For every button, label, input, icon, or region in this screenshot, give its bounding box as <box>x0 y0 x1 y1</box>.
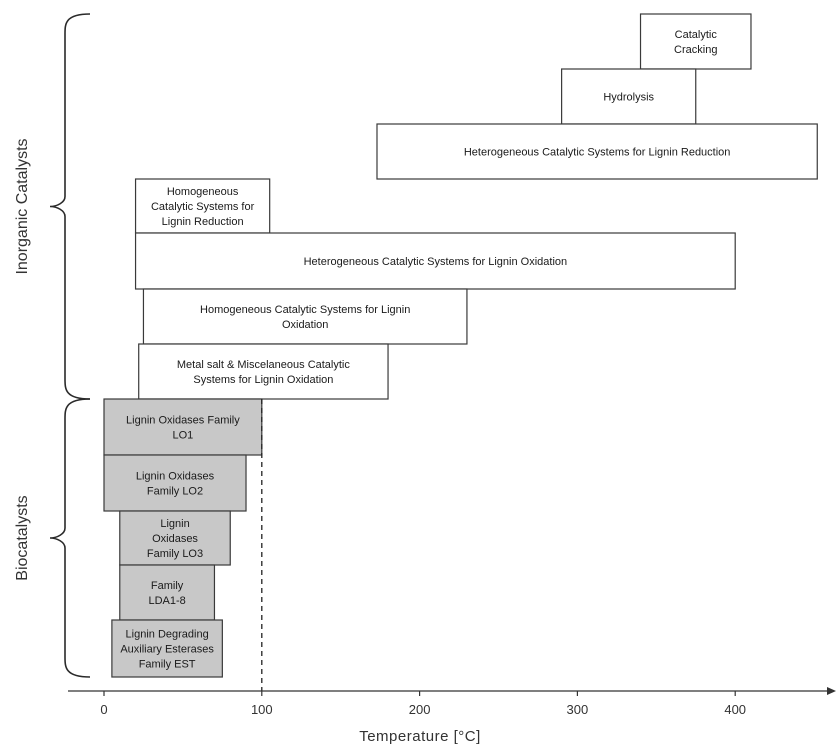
x-axis-ticks: 0 100 200 300 400 <box>100 691 746 717</box>
range-bar-rect <box>376 123 818 180</box>
range-bar-label-line: Heterogeneous Catalytic Systems for Lign… <box>464 147 731 159</box>
range-bar: Lignin Oxidases Family LO3 <box>119 510 231 566</box>
range-bar-label-line: Family <box>151 580 184 592</box>
range-bar-label: Heterogeneous Catalytic Systems for Lign… <box>304 256 568 268</box>
range-bar-label-line: Cracking <box>674 44 717 56</box>
range-bar: Lignin Oxidases Family LO2 <box>103 454 247 512</box>
group-brackets: Inorganic Catalysts Biocatalysts <box>14 13 91 678</box>
range-bar-rect <box>119 510 231 566</box>
range-bar: Metal salt & Miscelaneous Catalytic Syste… <box>138 343 389 400</box>
x-tick-label: 300 <box>567 702 589 717</box>
range-bar: Heterogeneous Catalytic Systems for Lign… <box>376 123 818 180</box>
range-bar-label-line: Lignin Oxidases Family <box>126 415 240 427</box>
range-bar: Lignin Degrading Auxiliary Esterases Famil… <box>111 619 223 678</box>
range-bar-label: Lignin Oxidases Family LO1 <box>126 415 240 442</box>
x-tick-label: 400 <box>724 702 746 717</box>
range-bar: Homogeneous Catalytic Systems for Lignin R… <box>134 178 271 234</box>
range-bars: Catalytic Cracking Hydrolysis Heterogeneous… <box>103 13 818 678</box>
range-bar-label-line: Hydrolysis <box>603 92 654 104</box>
range-bar-label-line: Heterogeneous Catalytic Systems for Lign… <box>304 256 568 268</box>
range-bar-rect <box>134 232 736 290</box>
range-bar-label-line: Homogeneous Catalytic Systems for Lignin <box>200 304 410 316</box>
x-axis <box>68 687 836 695</box>
range-bar-rect <box>103 398 263 456</box>
range-bar-label: Hydrolysis <box>603 92 654 104</box>
range-bar-label: Family LDA1-8 <box>148 580 185 607</box>
range-bar-rect <box>561 68 697 125</box>
range-bar-label-line: Catalytic Systems for <box>151 201 255 213</box>
range-bar-label-line: LDA1-8 <box>148 595 185 607</box>
range-bar-label-line: Systems for Lignin Oxidation <box>193 374 333 386</box>
range-bar-label-line: Oxidation <box>282 319 328 331</box>
group-label: Biocatalysts <box>14 495 31 580</box>
range-bar-label-line: Catalytic <box>675 29 718 41</box>
range-bar: Catalytic Cracking <box>639 13 752 70</box>
range-bar-label-line: Family LO2 <box>147 486 203 498</box>
group-label: Inorganic Catalysts <box>14 138 31 274</box>
range-bar-label-line: LO1 <box>173 430 194 442</box>
range-bar-label-line: Lignin Oxidases <box>136 471 215 483</box>
range-bar-label: Lignin Degrading Auxiliary Esterases Famil… <box>120 629 214 671</box>
range-bar-label: Catalytic Cracking <box>674 29 717 56</box>
x-tick-label: 100 <box>251 702 273 717</box>
range-bar-rect <box>138 343 389 400</box>
range-bar-label-line: Lignin Degrading <box>126 629 209 641</box>
x-axis-title: Temperature [°C] <box>359 728 481 745</box>
range-bar: Family LDA1-8 <box>119 564 216 621</box>
range-bar-label: Lignin Oxidases Family LO2 <box>136 471 215 498</box>
range-bar-rect <box>134 178 271 234</box>
group-bracket <box>49 398 91 678</box>
range-bar-label-line: Family LO3 <box>147 548 203 560</box>
range-bar: Lignin Oxidases Family LO1 <box>103 398 263 456</box>
range-bar-rect <box>111 619 223 678</box>
x-tick-label: 0 <box>100 702 107 717</box>
range-bar-rect <box>119 564 216 621</box>
range-bar: Homogeneous Catalytic Systems for Lignin… <box>142 288 468 345</box>
range-bar-rect <box>142 288 468 345</box>
range-bar-label-line: Homogeneous <box>167 186 239 198</box>
range-bar-rect <box>103 454 247 512</box>
range-bar-label: Homogeneous Catalytic Systems for Lignin R… <box>151 186 255 228</box>
range-bar-label: Lignin Oxidases Family LO3 <box>147 518 203 560</box>
x-axis-arrowhead <box>827 687 836 695</box>
x-tick-label: 200 <box>409 702 431 717</box>
range-bar-label-line: Auxiliary Esterases <box>120 644 214 656</box>
range-bar-label: Homogeneous Catalytic Systems for Lignin… <box>200 304 410 331</box>
group-bracket <box>49 13 91 400</box>
range-bar-label-line: Oxidases <box>152 533 198 545</box>
range-bar-label-line: Lignin Reduction <box>162 216 244 228</box>
range-bar: Hydrolysis <box>561 68 697 125</box>
range-bar: Heterogeneous Catalytic Systems for Lign… <box>134 232 736 290</box>
range-bar-label: Heterogeneous Catalytic Systems for Lign… <box>464 147 731 159</box>
range-bar-label-line: Metal salt & Miscelaneous Catalytic <box>177 359 351 371</box>
range-bar-rect <box>639 13 752 70</box>
range-bar-label: Metal salt & Miscelaneous Catalytic Syste… <box>177 359 351 386</box>
range-bar-label-line: Family EST <box>139 659 196 671</box>
range-bar-label-line: Lignin <box>160 518 189 530</box>
